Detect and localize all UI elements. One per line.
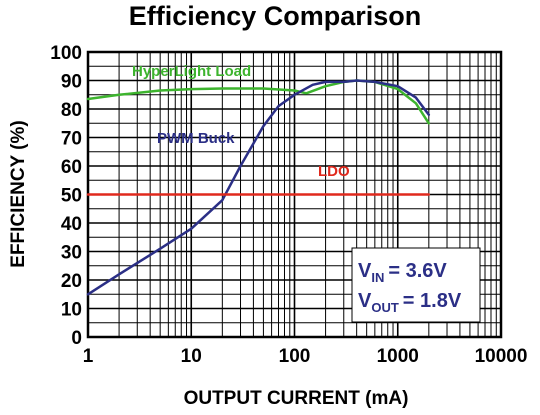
conditions-box: VIN = 3.6V VOUT = 1.8V — [351, 247, 481, 323]
y-tick-label: 100 — [50, 43, 82, 64]
y-tick-label: 70 — [61, 129, 82, 150]
series-line-hyperlight-load — [86, 79, 431, 125]
y-tick-label: 30 — [61, 243, 82, 264]
x-tick-label: 100 — [279, 346, 311, 367]
y-tick-label: 40 — [61, 214, 82, 235]
x-tick-label: 10000 — [475, 346, 528, 367]
series-line-pwm-buck — [86, 79, 431, 296]
vin-value: = 3.6V — [388, 260, 447, 282]
y-tick-label: 20 — [61, 271, 82, 292]
vin-sub: IN — [371, 270, 384, 285]
x-tick-label: 1000 — [377, 346, 419, 367]
data-series — [86, 79, 431, 296]
vin-main: V — [358, 260, 372, 282]
vin-annotation: VIN = 3.6V — [358, 260, 447, 285]
series-label-pwm-buck: PWM Buck — [157, 130, 235, 147]
vout-main: V — [358, 290, 372, 312]
x-tick-label: 10 — [181, 346, 202, 367]
conditions-box-background — [351, 247, 481, 323]
x-tick-label: 1 — [83, 346, 94, 367]
y-tick-label: 90 — [61, 72, 82, 93]
vout-sub: OUT — [371, 300, 399, 315]
y-tick-label: 80 — [61, 100, 82, 121]
y-axis-label: EFFICIENCY (%) — [8, 120, 29, 267]
series-label-ldo: LDO — [318, 163, 350, 180]
x-axis-label: OUTPUT CURRENT (mA) — [184, 388, 409, 409]
y-tick-label: 60 — [61, 157, 82, 178]
series-label-hyperlight: HyperLight Load — [132, 63, 251, 80]
chart-title: Efficiency Comparison — [129, 1, 422, 31]
y-tick-label: 50 — [61, 186, 82, 207]
y-tick-label: 0 — [71, 328, 82, 349]
vout-value: = 1.8V — [403, 290, 462, 312]
y-tick-label: 10 — [61, 300, 82, 321]
vout-annotation: VOUT = 1.8V — [358, 290, 462, 315]
